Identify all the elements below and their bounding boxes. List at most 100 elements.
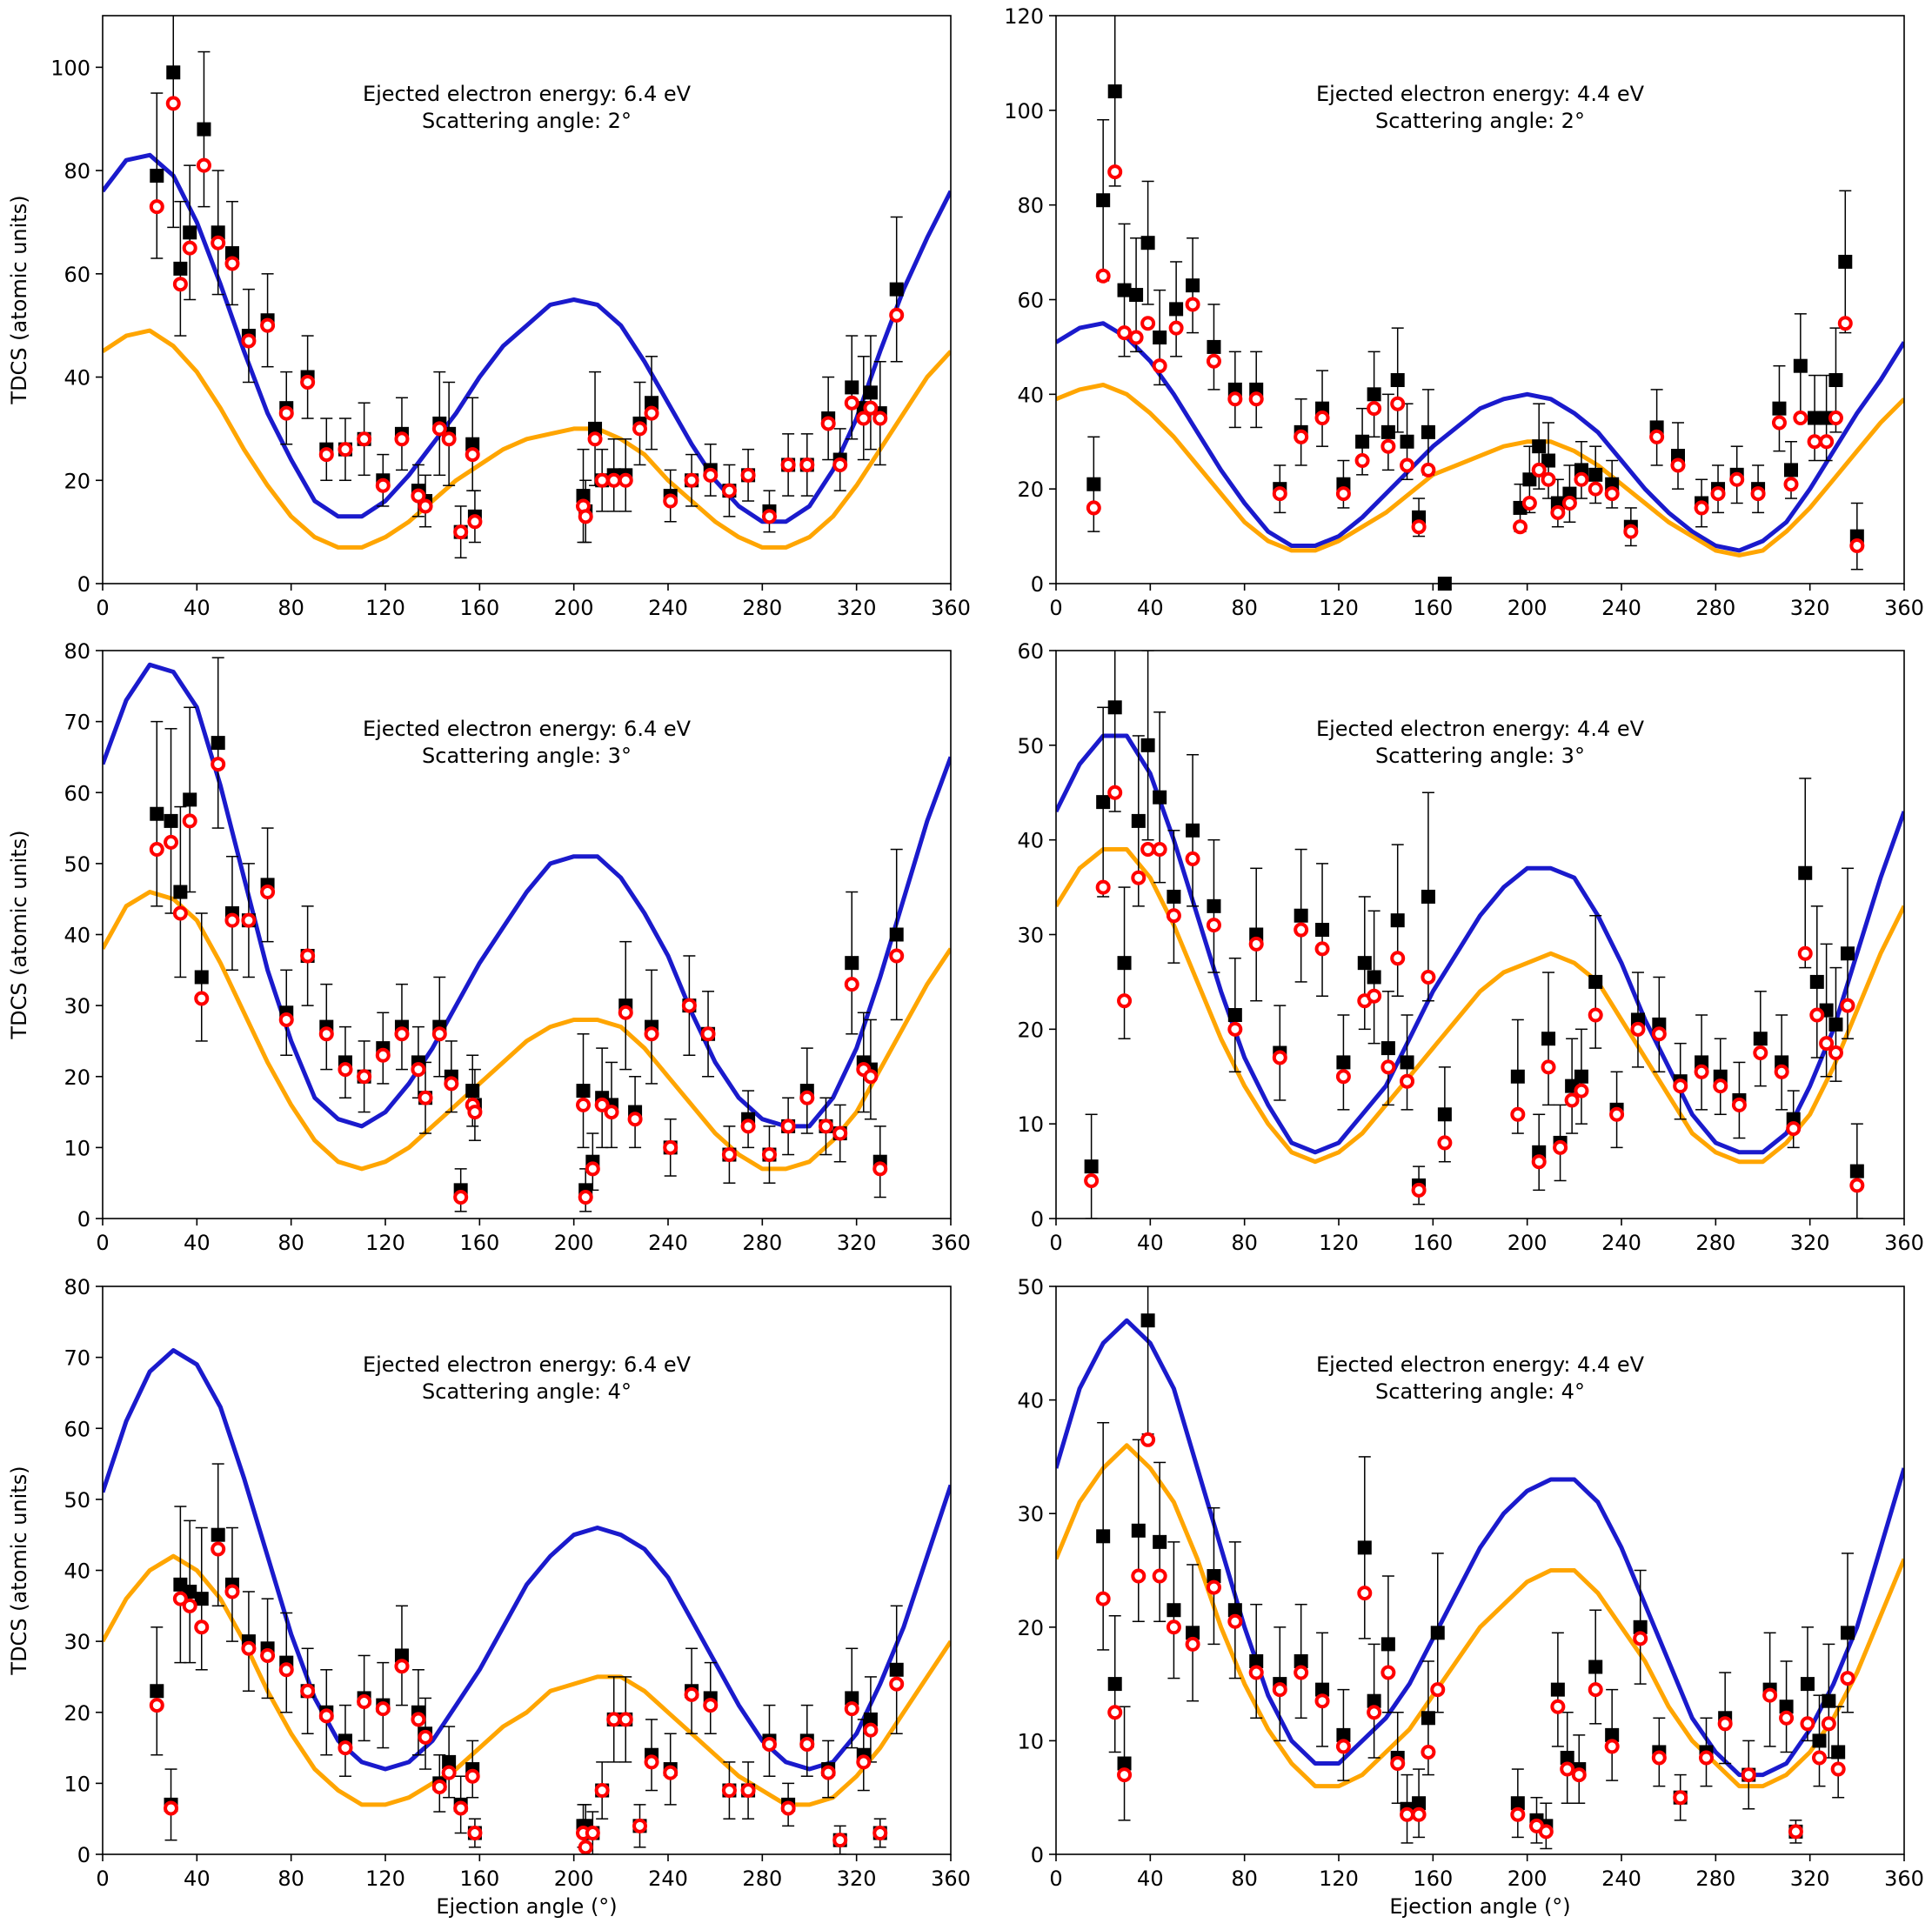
square-data-point [1541, 1032, 1556, 1046]
circle-data-point [832, 1833, 848, 1848]
circle-data-point [431, 1026, 447, 1042]
x-tick-label: 80 [277, 596, 304, 620]
circle-data-point [1571, 1767, 1587, 1783]
circle-data-point [703, 1698, 719, 1713]
square-data-point [1400, 1055, 1414, 1070]
circle-data-point [164, 1800, 179, 1816]
circle-data-point [585, 1826, 600, 1841]
annotation-angle: Scattering angle: 2° [1375, 109, 1585, 133]
circle-data-point [278, 1662, 294, 1678]
chart-panel-3: 0 40 80 120 160 200 240 280 320 360 0 10 20 30 40 50 60 7… [7, 639, 971, 1255]
circle-data-point [1717, 1716, 1733, 1732]
circle-data-point [182, 1598, 197, 1613]
square-data-point [1532, 439, 1547, 454]
square-data-point [1140, 1313, 1155, 1328]
circle-data-point [1521, 495, 1537, 511]
square-data-point [1412, 1796, 1427, 1811]
x-tick-label: 280 [1695, 596, 1735, 620]
circle-data-point [780, 1800, 796, 1816]
x-tick-label: 120 [365, 1867, 405, 1891]
x-axis-label: Ejection angle (°) [1389, 1894, 1570, 1919]
circle-data-point [1793, 411, 1808, 426]
x-tick-label: 200 [554, 596, 594, 620]
circle-data-point [467, 514, 483, 530]
circle-data-point [1574, 1083, 1589, 1099]
circle-data-point [224, 1584, 240, 1599]
circle-data-point [618, 1712, 633, 1727]
blue-curve [103, 152, 951, 524]
circle-data-point [453, 1800, 469, 1816]
square-data-point [1380, 424, 1395, 439]
square-data-point [1167, 1603, 1181, 1618]
x-tick-label: 40 [1137, 596, 1164, 620]
square-data-point [1605, 1727, 1620, 1742]
square-data-point [1153, 331, 1167, 345]
square-data-point [1421, 424, 1435, 439]
circle-data-point [211, 235, 226, 250]
x-tick-label: 320 [837, 1231, 877, 1255]
axes-frame [1055, 1286, 1905, 1855]
x-tick-label: 200 [554, 1231, 594, 1255]
blue-curve [103, 1348, 951, 1772]
circle-data-point [1837, 316, 1853, 331]
circle-data-point [889, 948, 905, 964]
circle-data-point [182, 813, 197, 829]
x-tick-label: 240 [1601, 1867, 1641, 1891]
blue-curve [1056, 321, 1904, 553]
annotation-energy: Ejected electron energy: 4.4 eV [1316, 82, 1645, 106]
square-data-point [1186, 278, 1200, 293]
square-data-point [1588, 467, 1603, 482]
circle-data-point [594, 472, 610, 488]
x-tick-label: 280 [1695, 1867, 1735, 1891]
annotation-energy: Ejected electron energy: 4.4 eV [1316, 717, 1645, 741]
square-data-point [576, 1084, 591, 1099]
y-tick-label: 0 [1031, 572, 1044, 597]
circle-data-point [1314, 411, 1330, 426]
circle-data-point [260, 317, 276, 333]
circle-data-point [1541, 471, 1556, 487]
circle-data-point [1152, 358, 1167, 374]
y-tick-label: 50 [64, 852, 90, 877]
square-data-point [1367, 970, 1381, 985]
circle-data-point [1086, 500, 1101, 516]
circle-data-point [818, 1119, 833, 1134]
circle-data-point [1809, 1007, 1825, 1023]
circle-data-point [1185, 297, 1200, 312]
circle-data-point [1741, 1767, 1756, 1783]
y-tick-label: 70 [64, 711, 90, 735]
square-data-point [1550, 1682, 1565, 1697]
circle-data-point [1710, 486, 1726, 502]
square-data-point [1227, 1008, 1242, 1023]
x-tick-label: 80 [277, 1867, 304, 1891]
circle-data-point [1421, 1744, 1436, 1760]
circle-data-point [740, 1783, 756, 1799]
circle-data-point [1380, 1665, 1396, 1680]
x-tick-label: 240 [1601, 596, 1641, 620]
circle-data-point [1131, 1568, 1146, 1584]
circle-data-point [761, 1736, 777, 1752]
y-tick-label: 10 [64, 1772, 90, 1796]
circle-data-point [1670, 457, 1686, 473]
circle-data-point [681, 998, 697, 1013]
x-tick-label: 240 [648, 1867, 688, 1891]
circle-data-point [1117, 1767, 1133, 1783]
square-data-point [1107, 1677, 1122, 1692]
circle-data-point [1206, 353, 1221, 369]
circle-data-point [164, 834, 179, 850]
square-data-point [1140, 236, 1155, 250]
circle-data-point [820, 1765, 836, 1780]
circle-data-point [1609, 1106, 1625, 1122]
circle-data-point [211, 757, 226, 772]
circle-data-point [1649, 429, 1665, 444]
y-tick-label: 60 [1017, 289, 1044, 313]
blue-curve [103, 662, 951, 1129]
circle-data-point [1840, 1671, 1855, 1686]
y-tick-label: 80 [64, 159, 90, 184]
square-data-point [1421, 889, 1435, 904]
square-data-point [889, 282, 904, 297]
square-data-point [465, 437, 480, 451]
square-data-point [1131, 1523, 1146, 1538]
circle-data-point [1084, 1172, 1100, 1188]
y-tick-label: 60 [1017, 639, 1044, 664]
x-tick-label: 120 [1319, 1867, 1359, 1891]
